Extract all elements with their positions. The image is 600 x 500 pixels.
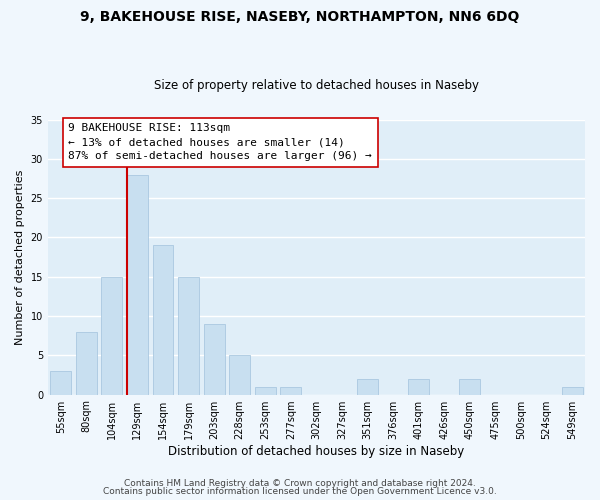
Bar: [562, 386, 583, 394]
Bar: [76, 332, 97, 394]
Bar: [460, 379, 481, 394]
Bar: [50, 371, 71, 394]
Bar: [280, 386, 301, 394]
Bar: [203, 324, 224, 394]
Text: 9, BAKEHOUSE RISE, NASEBY, NORTHAMPTON, NN6 6DQ: 9, BAKEHOUSE RISE, NASEBY, NORTHAMPTON, …: [80, 10, 520, 24]
Bar: [408, 379, 429, 394]
Bar: [127, 174, 148, 394]
Bar: [152, 246, 173, 394]
Text: Contains HM Land Registry data © Crown copyright and database right 2024.: Contains HM Land Registry data © Crown c…: [124, 478, 476, 488]
Bar: [357, 379, 378, 394]
X-axis label: Distribution of detached houses by size in Naseby: Distribution of detached houses by size …: [169, 444, 464, 458]
Bar: [255, 386, 276, 394]
Y-axis label: Number of detached properties: Number of detached properties: [15, 170, 25, 345]
Bar: [178, 276, 199, 394]
Title: Size of property relative to detached houses in Naseby: Size of property relative to detached ho…: [154, 79, 479, 92]
Bar: [101, 276, 122, 394]
Text: 9 BAKEHOUSE RISE: 113sqm
← 13% of detached houses are smaller (14)
87% of semi-d: 9 BAKEHOUSE RISE: 113sqm ← 13% of detach…: [68, 124, 372, 162]
Text: Contains public sector information licensed under the Open Government Licence v3: Contains public sector information licen…: [103, 487, 497, 496]
Bar: [229, 356, 250, 395]
